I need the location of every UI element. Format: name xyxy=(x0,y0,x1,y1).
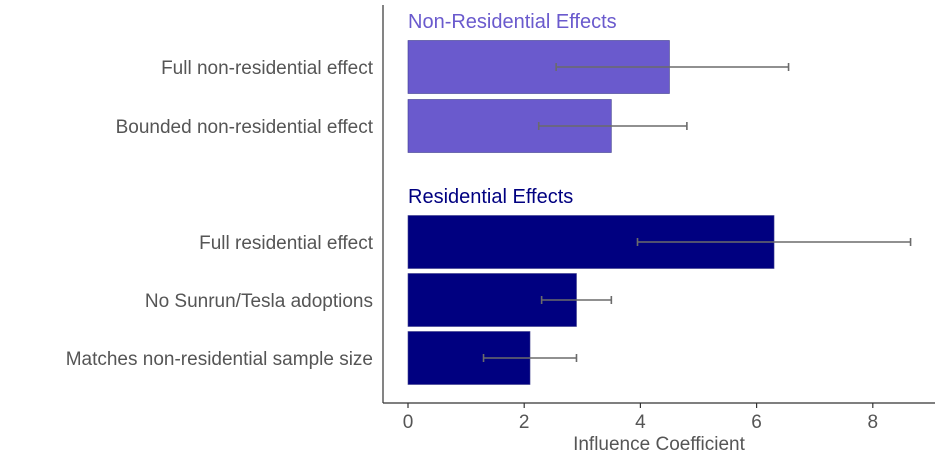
error-bar xyxy=(555,63,790,71)
x-tick-label: 0 xyxy=(403,412,414,433)
x-axis: 0 2 4 6 8 xyxy=(382,5,935,433)
category-label: Bounded non-residential effect xyxy=(116,117,374,138)
bars-layer xyxy=(407,40,775,385)
error-bars-layer xyxy=(482,63,912,362)
x-tick-label: 8 xyxy=(868,412,879,433)
group-title: Non-Residential Effects xyxy=(408,11,617,33)
group-title: Residential Effects xyxy=(408,186,573,208)
x-tick-label: 2 xyxy=(519,412,530,433)
error-bar xyxy=(540,296,613,304)
error-bar xyxy=(482,354,578,362)
category-label: Full residential effect xyxy=(199,233,374,254)
category-label: Full non-residential effect xyxy=(161,58,374,79)
category-labels-layer: Non-Residential Effects Full non-resident… xyxy=(66,11,617,370)
error-bar xyxy=(537,122,688,130)
x-tick-label: 4 xyxy=(635,412,646,433)
category-label: Matches non-residential sample size xyxy=(66,349,373,370)
error-bar xyxy=(636,238,912,246)
x-axis-title: Influence Coefficient xyxy=(573,434,746,455)
category-label: No Sunrun/Tesla adoptions xyxy=(145,291,373,312)
x-tick-label: 6 xyxy=(751,412,762,433)
